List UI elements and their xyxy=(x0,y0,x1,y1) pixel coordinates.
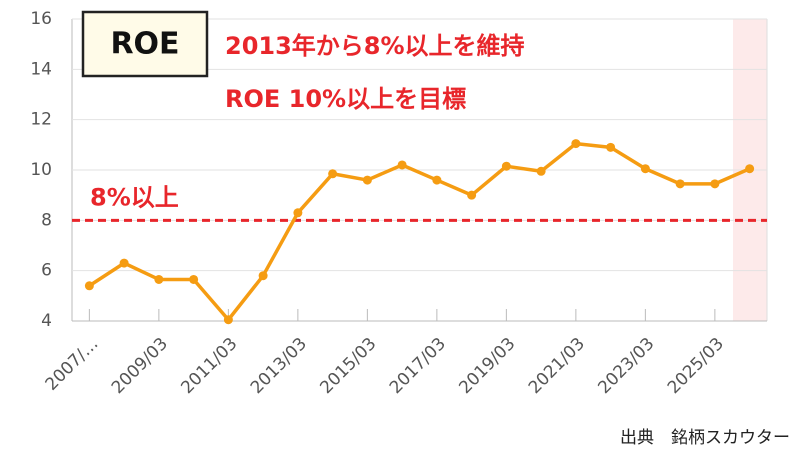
reference-label: 8%以上 xyxy=(90,183,179,211)
point xyxy=(606,142,616,152)
point xyxy=(536,166,546,176)
point xyxy=(640,164,650,174)
point xyxy=(328,169,338,179)
badge-box xyxy=(81,10,209,78)
x-tick-label: 2007/… xyxy=(42,334,103,395)
source: 出典 銘柄スカウター xyxy=(620,428,790,448)
y-tick-label: 8 xyxy=(41,210,52,230)
point xyxy=(397,160,407,170)
point xyxy=(258,271,268,281)
y-tick-label: 14 xyxy=(30,59,52,79)
x-tick-label: 2013/03 xyxy=(247,334,311,398)
x-tick-label: 2017/03 xyxy=(386,334,450,398)
y-tick-label: 10 xyxy=(30,160,52,180)
y-tick-label: 4 xyxy=(41,311,52,331)
x-tick-label: 2023/03 xyxy=(594,334,658,398)
y-tick-label: 6 xyxy=(41,261,52,281)
x-tick-label: 2025/03 xyxy=(664,334,728,398)
x-tick-label: 2019/03 xyxy=(455,334,519,398)
badge: ROE xyxy=(110,27,179,62)
point xyxy=(362,175,372,185)
point xyxy=(501,161,511,171)
point xyxy=(745,164,755,174)
x-tick-label: 2015/03 xyxy=(316,334,380,398)
series-line xyxy=(88,141,751,322)
point xyxy=(467,190,477,200)
point xyxy=(432,175,442,185)
point xyxy=(84,281,94,291)
point xyxy=(154,274,164,284)
x-tick-label: 2011/03 xyxy=(177,334,241,398)
x-tick-label: 2009/03 xyxy=(108,334,172,398)
annotation: 2013年から8%以上を維持 xyxy=(225,32,525,60)
point xyxy=(119,258,129,268)
annotation: ROE 10%以上を目標 xyxy=(225,85,466,113)
x-tick-label: 2021/03 xyxy=(525,334,589,398)
point xyxy=(710,179,720,189)
point xyxy=(293,208,303,218)
y-tick-label: 12 xyxy=(30,110,52,130)
point xyxy=(675,179,685,189)
point xyxy=(223,315,233,325)
y-tick-label: 16 xyxy=(30,9,52,29)
point xyxy=(189,274,199,284)
point xyxy=(571,139,581,149)
